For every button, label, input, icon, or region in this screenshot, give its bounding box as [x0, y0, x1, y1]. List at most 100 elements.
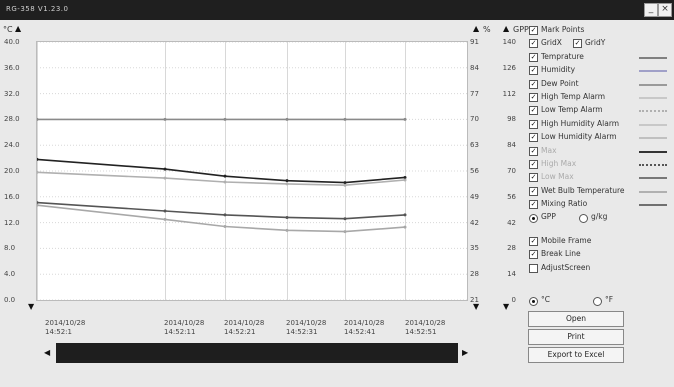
fahrenheit-radio[interactable]	[593, 297, 602, 306]
export-excel-button[interactable]: Export to Excel	[528, 347, 624, 363]
gridy-label: GridY	[585, 38, 606, 48]
legend-item[interactable]: ✓ Max	[529, 145, 669, 159]
gpp-axis-unit: GPP	[513, 25, 529, 34]
legend-checkbox[interactable]: ✓	[529, 52, 538, 62]
legend-checkbox[interactable]: ✓	[529, 173, 538, 183]
legend-checkbox[interactable]: ✓	[529, 200, 538, 210]
gpp-axis-up-icon[interactable]: ▲	[503, 24, 510, 33]
open-button[interactable]: Open	[528, 311, 624, 327]
data-point	[285, 117, 289, 121]
legend-checkbox[interactable]: ✓	[529, 146, 538, 156]
legend-item[interactable]: ✓ Low Max	[529, 171, 669, 185]
scroll-left-icon[interactable]: ◀	[44, 348, 51, 357]
gpp-radio[interactable]	[529, 214, 538, 223]
legend-item[interactable]: ✓ High Humidity Alarm	[529, 118, 669, 132]
left-axis-up-icon[interactable]: ▲	[15, 24, 22, 33]
legend-item[interactable]: ✓ Mixing Ratio	[529, 198, 669, 212]
gpp-axis-tick-label: 42	[507, 218, 516, 227]
option-item[interactable]: ✓ Mobile Frame	[529, 235, 669, 249]
gpp-axis-tick-label: 84	[507, 141, 516, 150]
left-axis-down-icon[interactable]: ▼	[28, 302, 35, 311]
legend-label: Humidity	[541, 65, 576, 75]
data-point	[163, 209, 167, 213]
legend-item[interactable]: ✓ Low Temp Alarm	[529, 104, 669, 118]
legend-checkbox[interactable]: ✓	[529, 26, 538, 35]
pct-axis-unit: %	[483, 25, 491, 34]
legend-checkbox[interactable]: ✓	[529, 106, 538, 116]
legend-label: High Temp Alarm	[541, 92, 606, 101]
legend-checkbox[interactable]: ✓	[529, 133, 538, 143]
legend-swatch	[639, 123, 667, 126]
legend-checkbox[interactable]: ✓	[529, 39, 538, 49]
print-button[interactable]: Print	[528, 329, 624, 345]
legend-swatch	[639, 97, 667, 99]
legend-item[interactable]: ✓ Humidity	[529, 64, 669, 78]
legend-checkbox[interactable]: ✓	[529, 119, 538, 129]
option-label: Mobile Frame	[541, 236, 592, 245]
legend-item[interactable]: ✓ High Max	[529, 158, 669, 172]
legend-item[interactable]: ✓ Mark Points	[529, 24, 669, 38]
option-label: AdjustScreen	[541, 262, 591, 272]
option-item[interactable]: AdjustScreen	[529, 262, 669, 276]
temp-unit-selector: °C °F	[529, 294, 669, 308]
legend-item[interactable]: ✓ GridX ✓ GridY	[529, 37, 669, 51]
legend-checkbox[interactable]: ✓	[529, 160, 538, 169]
legend-checkbox[interactable]: ✓	[529, 93, 538, 102]
gridy-checkbox[interactable]: ✓	[573, 39, 582, 49]
legend-item[interactable]: ✓ Wet Bulb Temperature	[529, 185, 669, 199]
legend-swatch	[639, 137, 667, 140]
title-bar: RG-358 V1.23.0 _ ×	[0, 0, 674, 20]
data-point	[403, 175, 407, 179]
data-point	[35, 203, 39, 207]
gpp-axis-tick-label: 56	[507, 192, 516, 201]
legend-label: Low Temp Alarm	[541, 105, 603, 115]
gkg-radio[interactable]	[579, 214, 588, 223]
option-checkbox[interactable]	[529, 263, 538, 273]
legend-item[interactable]: ✓ Temprature	[529, 51, 669, 65]
horizontal-scrollbar[interactable]	[56, 343, 458, 363]
data-point	[285, 215, 289, 219]
chart-area[interactable]	[35, 41, 468, 301]
option-label: Break Line	[541, 249, 581, 259]
x-axis-tick-label: 2014/10/28 14:52:51	[405, 319, 446, 336]
option-item[interactable]: ✓ Break Line	[529, 248, 669, 262]
celsius-radio-label: °C	[541, 295, 550, 304]
data-point	[285, 179, 289, 183]
pct-axis-up-icon[interactable]: ▲	[473, 24, 480, 33]
pct-axis-tick-label: 28	[470, 270, 479, 279]
legend-swatch	[639, 177, 667, 180]
data-point	[343, 230, 347, 234]
legend-checkbox[interactable]: ✓	[529, 186, 538, 196]
left-axis-tick-label: 40.0	[4, 38, 20, 46]
celsius-radio[interactable]	[529, 297, 538, 306]
legend-checkbox[interactable]: ✓	[529, 79, 538, 89]
series-line	[36, 158, 406, 184]
gpp-axis-tick-label: 112	[502, 89, 516, 98]
close-icon[interactable]: ×	[658, 3, 672, 17]
legend-swatch	[639, 70, 667, 73]
legend-swatch	[639, 164, 667, 166]
scroll-right-icon[interactable]: ▶	[462, 348, 469, 357]
legend-swatch	[639, 110, 667, 113]
option-checkbox[interactable]: ✓	[529, 250, 538, 260]
pct-axis-down-icon[interactable]: ▼	[473, 302, 480, 311]
pct-axis-tick-label: 91	[470, 38, 479, 46]
minimize-icon[interactable]: _	[644, 3, 658, 17]
left-axis-tick-label: 0.0	[4, 296, 16, 304]
option-checkbox[interactable]: ✓	[529, 237, 538, 246]
legend-item[interactable]: ✓ Dew Point	[529, 78, 669, 92]
legend-label: Low Max	[541, 172, 574, 182]
legend-label: Mark Points	[541, 25, 585, 34]
gpp-axis-down-icon[interactable]: ▼	[503, 302, 510, 311]
legend-label: Mixing Ratio	[541, 199, 588, 209]
data-point	[403, 117, 407, 121]
legend-item[interactable]: ✓ Low Humidity Alarm	[529, 131, 669, 145]
legend-label: Low Humidity Alarm	[541, 132, 617, 142]
x-axis-tick-label: 2014/10/28 14:52:1	[45, 319, 86, 336]
legend-item[interactable]: ✓ High Temp Alarm	[529, 91, 669, 105]
pct-axis-tick-label: 35	[470, 244, 479, 253]
data-point	[343, 117, 347, 121]
legend-checkbox[interactable]: ✓	[529, 66, 538, 76]
unit-selector: GPP g/kg	[529, 211, 669, 225]
legend-label: Wet Bulb Temperature	[541, 185, 625, 195]
